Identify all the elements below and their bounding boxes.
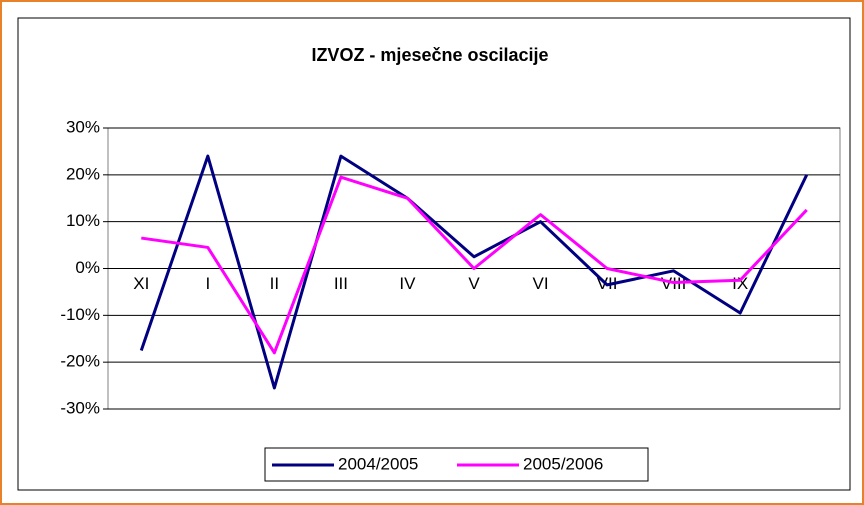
legend-label: 2005/2006: [523, 454, 603, 473]
x-tick-label: IX: [732, 274, 748, 293]
y-tick-label: 0%: [75, 258, 100, 277]
x-tick-label: IV: [399, 274, 416, 293]
chart-title: IZVOZ - mjesečne oscilacije: [311, 45, 548, 65]
series-line: [141, 175, 808, 355]
x-tick-label: V: [468, 274, 480, 293]
legend-label: 2004/2005: [338, 454, 418, 473]
y-tick-label: 20%: [66, 164, 100, 183]
chart-area: [17, 17, 851, 491]
x-tick-label: I: [205, 274, 210, 293]
series-line: [139, 154, 809, 390]
y-tick-label: 10%: [66, 211, 100, 230]
y-tick-label: -10%: [60, 305, 100, 324]
y-tick-label: -20%: [60, 352, 100, 371]
x-tick-label: III: [334, 274, 348, 293]
x-tick-label: VI: [533, 274, 549, 293]
x-tick-label: XI: [133, 274, 149, 293]
y-tick-label: 30%: [66, 117, 100, 136]
x-tick-label: II: [270, 274, 279, 293]
y-tick-label: -30%: [60, 398, 100, 417]
